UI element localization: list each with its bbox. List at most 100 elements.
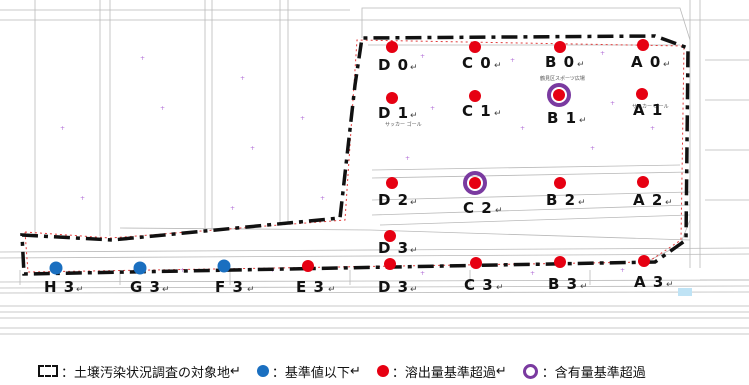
svg-text:+: + — [420, 53, 425, 60]
point-label: A 3 — [634, 273, 664, 291]
return-mark: ↵ — [247, 285, 255, 295]
below-standard-dot-icon — [49, 261, 63, 275]
svg-text:+: + — [600, 50, 605, 57]
svg-text:+: + — [230, 205, 235, 212]
return-mark: ↵ — [577, 60, 585, 70]
elution-exceed-dot-icon — [386, 177, 398, 189]
svg-text:+: + — [320, 195, 325, 202]
sampling-point-a3: A 3 ↵ — [634, 255, 674, 291]
return-mark: ↵ — [665, 198, 673, 208]
legend-below-label: ：基準値以下 — [271, 365, 350, 381]
return-mark: ↵ — [580, 282, 588, 292]
elution-exceed-dot-icon — [554, 256, 566, 268]
return-mark: ↵ — [328, 285, 336, 295]
return-mark: ↵ — [494, 61, 502, 71]
sampling-point-d2: D 2 ↵ — [378, 177, 418, 209]
point-label: A 2 — [633, 191, 663, 209]
sampling-point-e3: E 3 ↵ — [296, 260, 336, 296]
point-label: C 3 — [464, 276, 494, 294]
svg-text:+: + — [405, 155, 410, 162]
red-dot-icon — [376, 365, 389, 377]
svg-text:+: + — [300, 115, 305, 122]
sampling-point-d0: D 0 ↵ — [378, 41, 418, 74]
return-mark: ↵ — [76, 285, 84, 295]
svg-text:+: + — [430, 105, 435, 112]
point-label: D 3 — [378, 239, 409, 257]
legend-boundary-item: ：土壌汚染状況調査の対象地 ↵ — [38, 362, 241, 381]
legend-elution-return-mark: ↵ — [495, 363, 507, 379]
content-exceed-ring-icon — [547, 83, 571, 107]
legend-boundary-label: ：土壌汚染状況調査の対象地 — [61, 365, 231, 381]
sampling-point-b1: B 1 ↵ — [547, 83, 587, 127]
point-label: B 1 — [547, 109, 577, 127]
svg-text:+: + — [250, 145, 255, 152]
point-label: C 2 — [463, 199, 493, 217]
elution-exceed-dot-icon — [302, 260, 314, 272]
svg-text:+: + — [610, 100, 615, 107]
sampling-point-b2: B 2 ↵ — [546, 177, 586, 209]
svg-text:+: + — [80, 195, 85, 202]
return-mark: ↵ — [410, 198, 418, 208]
sampling-point-h3: H 3 ↵ — [44, 261, 84, 296]
legend-boundary-return-mark: ↵ — [230, 363, 241, 379]
survey-marks: +++ +++ +++ +++ +++ +++ + + + + + — [60, 50, 655, 277]
return-mark: ↵ — [666, 280, 674, 290]
point-label: B 3 — [548, 275, 578, 293]
legend-elution-item: ：溶出量基準超過 ↵ — [376, 362, 507, 381]
purple-ring-icon — [522, 363, 538, 379]
return-mark: ↵ — [495, 206, 503, 216]
svg-text:+: + — [530, 270, 535, 277]
return-mark: ↵ — [410, 285, 418, 295]
plan-note-label: サッカー ゴール — [385, 121, 422, 128]
return-mark: ↵ — [410, 63, 418, 73]
site-map: 鶴見区スポーツ広場 サッカー ゴール サッカー ゴール +++ +++ +++ … — [0, 0, 749, 335]
sampling-point-c3: C 3 ↵ — [464, 257, 504, 294]
point-label: A 0 — [631, 53, 661, 71]
sampling-point-b3: B 3 ↵ — [548, 256, 588, 293]
legend-below-item: ：基準値以下 ↵ — [256, 362, 361, 381]
below-standard-dot-icon — [217, 259, 231, 273]
point-label: A 1 — [633, 101, 663, 119]
elution-exceed-dot-icon — [386, 92, 398, 104]
point-label: C 1 — [462, 102, 492, 120]
point-label: F 3 — [215, 278, 244, 296]
sampling-point-c0: C 0 ↵ — [462, 41, 502, 72]
elution-exceed-dot-icon — [469, 90, 481, 102]
return-mark: ↵ — [410, 111, 418, 121]
elution-exceed-dot-icon — [386, 41, 398, 53]
return-mark: ↵ — [496, 283, 504, 293]
return-mark: ↵ — [494, 109, 502, 119]
svg-text:+: + — [240, 75, 245, 82]
water-feature — [678, 288, 692, 296]
map-plan-text: 鶴見区スポーツ広場 サッカー ゴール サッカー ゴール — [385, 75, 669, 128]
elution-exceed-dot-icon — [384, 230, 396, 242]
content-exceed-ring-icon — [463, 171, 487, 195]
elution-exceed-dot-icon — [637, 176, 649, 188]
elution-exceed-dot-icon — [469, 177, 481, 189]
point-label: D 3 — [378, 278, 409, 296]
elution-exceed-dot-icon — [470, 257, 482, 269]
site-name-label: 鶴見区スポーツ広場 — [540, 75, 585, 82]
sampling-point-d1: D 1 ↵ — [378, 92, 418, 122]
legend-content-label: ：含有量基準超過 — [541, 365, 646, 381]
svg-text:+: + — [520, 125, 525, 132]
point-label: B 2 — [546, 191, 576, 209]
point-label: D 1 — [378, 104, 409, 122]
sampling-point-a2: A 2 ↵ — [633, 176, 673, 209]
point-label: B 0 — [545, 53, 575, 71]
below-standard-dot-icon — [133, 261, 147, 275]
sampling-points-layer: D 0 ↵ C 0 ↵ B 0 ↵ A 0 ↵D 1 ↵ C 1 ↵ B 1 ↵A 1D 2 ↵ C 2 ↵B… — [44, 39, 674, 296]
elution-exceed-dot-icon — [553, 89, 565, 101]
sampling-point-a1: A 1 — [633, 88, 663, 119]
sampling-point-d3: D 3 ↵ — [378, 258, 418, 296]
elution-exceed-dot-icon — [469, 41, 481, 53]
sampling-point-f3: F 3 ↵ — [215, 259, 255, 296]
return-mark: ↵ — [162, 285, 170, 295]
elution-exceed-dot-icon — [638, 255, 650, 267]
point-label: G 3 — [130, 278, 161, 296]
point-label: D 2 — [378, 191, 409, 209]
return-mark: ↵ — [578, 198, 586, 208]
svg-text:+: + — [590, 145, 595, 152]
sampling-point-g3: G 3 ↵ — [130, 261, 170, 296]
point-label: C 0 — [462, 54, 492, 72]
